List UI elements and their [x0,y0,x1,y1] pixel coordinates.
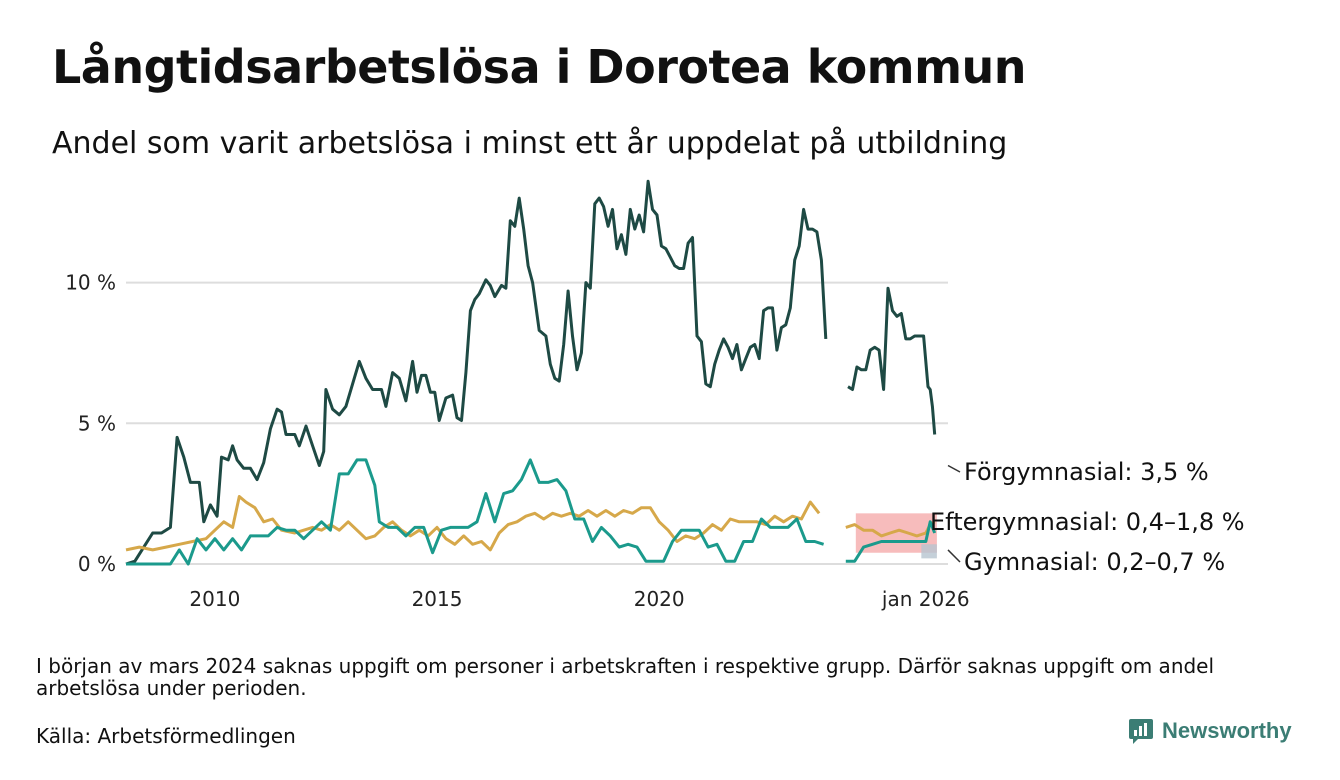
y-tick-label: 10 % [65,271,116,295]
x-tick-label: jan 2026 [881,587,970,611]
y-tick-label: 0 % [78,552,116,576]
eftergymnasial-line [126,458,825,566]
label-leader-line [947,464,961,473]
gymnasial-range [921,544,937,559]
brand-name: Newsworthy [1162,718,1292,743]
line-chart: 0 % 5 % 10 % 2010 2015 2020 jan 2026 Förgymnasi… [65,179,1245,611]
source-text: Källa: Arbetsförmedlingen [36,724,296,748]
eftergymnasial-end-label: Eftergymnasial: 0,4–1,8 % [930,508,1245,536]
x-tick-label: 2010 [189,587,240,611]
förgymnasial-end-label: Förgymnasial: 3,5 % [964,458,1209,486]
footnote: I början av mars 2024 saknas uppgift om … [36,654,1215,700]
x-tick-label: 2015 [412,587,463,611]
förgymnasial-line-after-gap [847,286,937,435]
chart-subtitle: Andel som varit arbetslösa i minst ett å… [52,126,1008,161]
förgymnasial-line [125,179,828,566]
gymnasial-end-label: Gymnasial: 0,2–0,7 % [964,548,1225,576]
brand-logo[interactable]: Newsworthy [1128,718,1292,744]
newsworthy-icon [1129,719,1153,744]
x-tick-label: 2020 [634,587,685,611]
eftergymnasial-line-after-gap [845,520,937,563]
chart-title: Långtidsarbetslösa i Dorotea kommun [52,40,1027,94]
y-tick-label: 5 % [78,411,116,435]
label-leader-line [947,549,961,563]
gymnasial-line [125,495,821,552]
